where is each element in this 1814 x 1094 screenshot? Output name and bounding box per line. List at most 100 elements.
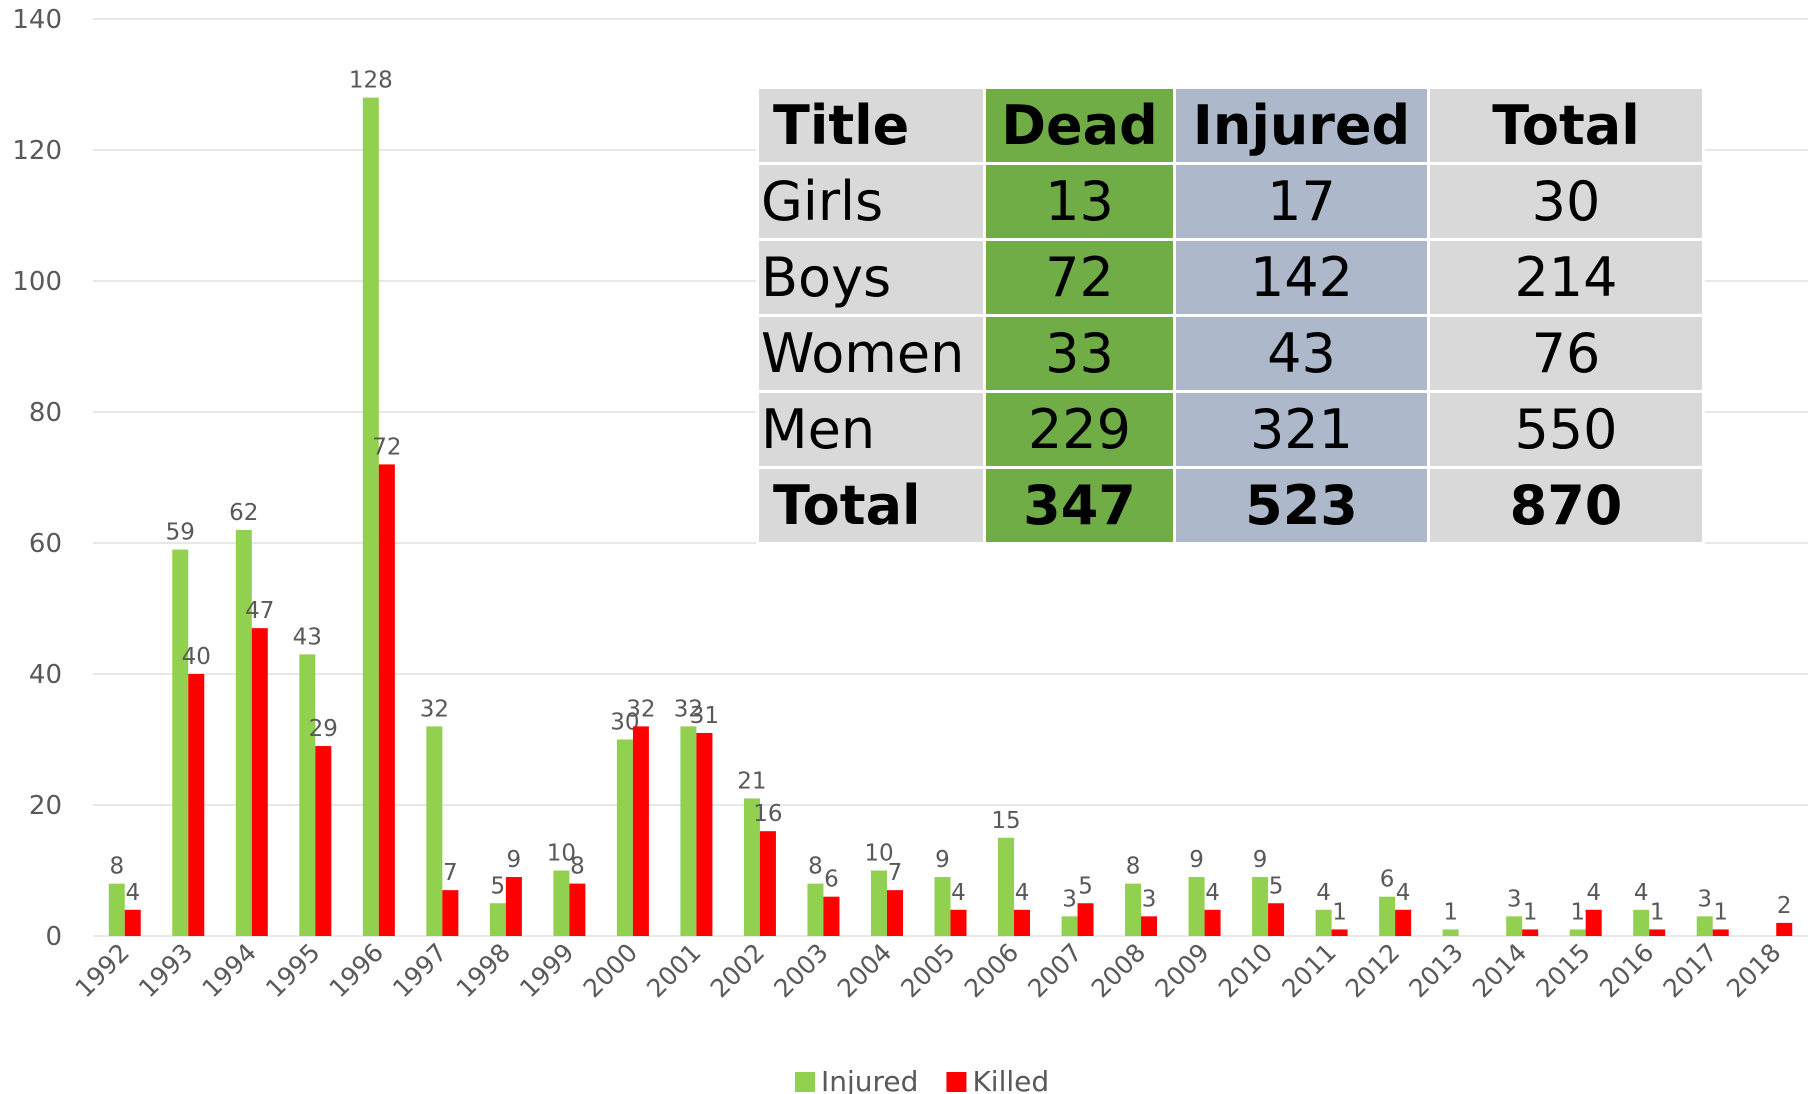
table-row: Men 229 321 550 [756, 390, 1705, 469]
bar [1379, 896, 1396, 936]
table-cell: Title [756, 86, 986, 165]
table-cell: 321 [1173, 390, 1430, 469]
value-label: 5 [1269, 873, 1284, 899]
table-cell: Girls [756, 162, 986, 241]
value-label: 16 [753, 801, 782, 827]
value-label: 32 [674, 696, 703, 722]
legend-swatch [795, 1072, 815, 1092]
value-label: 1 [1713, 899, 1728, 925]
x-tick-label: 2006 [959, 938, 1024, 1003]
bar [251, 628, 268, 936]
value-label: 3 [1062, 886, 1077, 912]
value-label: 8 [570, 854, 585, 880]
bar [1585, 909, 1602, 936]
value-label: 72 [372, 434, 401, 460]
value-label: 62 [229, 500, 258, 526]
value-label: 5 [491, 873, 506, 899]
bar [1077, 903, 1094, 936]
x-tick-label: 2010 [1213, 938, 1278, 1003]
value-label: 1 [1443, 899, 1458, 925]
table-cell: 870 [1427, 466, 1705, 545]
value-label: 10 [547, 841, 576, 867]
bar [1268, 903, 1285, 936]
bar [188, 674, 205, 936]
table-cell: Total [756, 466, 986, 545]
table-cell: 229 [983, 390, 1176, 469]
value-label: 9 [507, 847, 522, 873]
y-tick-label: 60 [29, 529, 62, 559]
bar [172, 549, 189, 936]
summary-table: Title Dead Injured Total Girls 13 17 30 Boys 72 14… [756, 86, 1705, 545]
value-label: 1 [1570, 899, 1585, 925]
table-cell: 214 [1427, 238, 1705, 317]
value-label: 1 [1523, 899, 1538, 925]
value-label: 6 [824, 867, 839, 893]
bar [1395, 909, 1412, 936]
table-cell: 17 [1173, 162, 1430, 241]
bar [1125, 883, 1142, 936]
bar [1506, 916, 1523, 936]
x-tick-label: 2005 [895, 938, 960, 1003]
bar [1712, 929, 1729, 936]
bar [998, 837, 1015, 936]
bar [378, 464, 395, 936]
value-label: 3 [1507, 886, 1522, 912]
value-label: 6 [1380, 867, 1395, 893]
table-cell: 72 [983, 238, 1176, 317]
y-tick-label: 0 [45, 922, 62, 952]
bar [1696, 916, 1713, 936]
bar [489, 903, 506, 936]
table-cell: 30 [1427, 162, 1705, 241]
bar [108, 883, 125, 936]
value-label: 3 [1697, 886, 1712, 912]
y-tick-label: 20 [29, 791, 62, 821]
table-row: Women 33 43 76 [756, 314, 1705, 393]
y-tick-label: 140 [12, 5, 62, 35]
bar [1331, 929, 1348, 936]
y-tick-label: 40 [29, 660, 62, 690]
bar [1442, 929, 1459, 936]
table-cell: Injured [1173, 86, 1430, 165]
value-label: 8 [109, 854, 124, 880]
value-label: 128 [349, 68, 393, 94]
value-label: 8 [1126, 854, 1141, 880]
value-label: 31 [690, 703, 719, 729]
x-tick-label: 2011 [1276, 938, 1341, 1003]
value-label: 9 [1253, 847, 1268, 873]
value-label: 21 [737, 768, 766, 794]
value-label: 1 [1650, 899, 1665, 925]
x-tick-label: 2003 [768, 938, 833, 1003]
value-label: 32 [420, 696, 449, 722]
x-tick-label: 2013 [1403, 938, 1468, 1003]
bar [1522, 929, 1539, 936]
value-label: 4 [1396, 880, 1411, 906]
x-tick-label: 1995 [260, 938, 325, 1003]
value-label: 47 [245, 598, 274, 624]
table-cell: 523 [1173, 466, 1430, 545]
bar [1315, 909, 1332, 936]
table-row: Boys 72 142 214 [756, 238, 1705, 317]
bar [696, 732, 713, 936]
table-cell: 13 [983, 162, 1176, 241]
x-tick-label: 1994 [197, 938, 262, 1003]
table-row: Total 347 523 870 [756, 466, 1705, 545]
bar [1188, 877, 1205, 936]
x-tick-label: 1997 [387, 938, 452, 1003]
bar [1649, 929, 1666, 936]
x-tick-label: 2004 [832, 938, 897, 1003]
legend-label: Killed [972, 1065, 1049, 1094]
table-row: Girls 13 17 30 [756, 162, 1705, 241]
bar [1633, 909, 1650, 936]
value-label: 10 [864, 841, 893, 867]
bar [1569, 929, 1586, 936]
legend-swatch [946, 1072, 967, 1092]
bar [1014, 909, 1031, 936]
legend-label: Injured [821, 1065, 918, 1094]
table-cell: Dead [983, 86, 1176, 165]
value-label: 4 [1634, 880, 1649, 906]
x-tick-label: 2015 [1530, 938, 1595, 1003]
bar [1141, 916, 1158, 936]
table-cell: Total [1427, 86, 1705, 165]
